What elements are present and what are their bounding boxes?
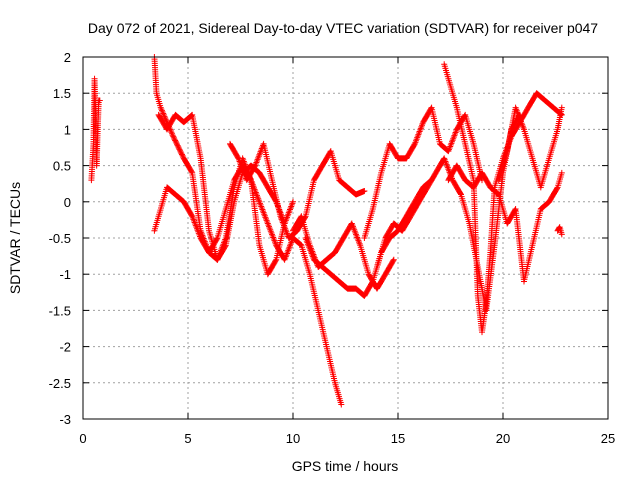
data-point (171, 136, 178, 143)
data-point (177, 147, 184, 154)
x-tick-label: 5 (184, 431, 191, 446)
series-track-g (361, 104, 485, 241)
data-point (161, 113, 168, 120)
data-point (558, 169, 565, 176)
y-tick-label: 0 (64, 195, 71, 210)
data-point (290, 198, 296, 205)
series-track-j (445, 162, 565, 285)
y-tick-label: 1.5 (53, 86, 71, 101)
data-point (234, 154, 241, 161)
y-tick-label: -1 (59, 267, 71, 282)
data-point (297, 241, 304, 248)
data-point (167, 127, 174, 134)
data-point (390, 256, 397, 263)
data-point (172, 137, 179, 144)
data-point (188, 168, 195, 175)
data-point (172, 138, 179, 145)
y-tick-label: -1.5 (49, 303, 71, 318)
series-track-l (554, 224, 565, 238)
y-axis-label: SDTVAR / TECUs (7, 182, 23, 294)
data-point (461, 112, 468, 119)
y-tick-label: 2 (64, 50, 71, 65)
data-point (160, 111, 167, 118)
data-point (175, 145, 182, 152)
series-track-h (374, 111, 523, 314)
y-tick-label: 0.5 (53, 159, 71, 174)
x-tick-label: 10 (286, 431, 300, 446)
data-point (174, 141, 181, 148)
data-point (176, 146, 183, 153)
data-point (170, 134, 177, 141)
data-point (272, 257, 279, 264)
data-point (327, 149, 334, 156)
x-tick-label: 0 (79, 431, 86, 446)
data-point (495, 191, 502, 198)
series-track-early (88, 75, 103, 184)
axis-ticks (82, 56, 609, 420)
data-point (213, 236, 220, 243)
data-point (175, 143, 182, 150)
y-tick-label: -2.5 (49, 376, 71, 391)
y-tick-label: -2 (59, 340, 71, 355)
x-axis-label: GPS time / hours (292, 458, 399, 474)
data-points (88, 54, 565, 408)
data-point (96, 97, 103, 104)
data-point (158, 107, 165, 114)
data-point (428, 105, 434, 112)
data-point (251, 163, 258, 170)
data-point (554, 185, 560, 192)
data-point (457, 190, 464, 197)
data-point (297, 241, 304, 248)
chart-title: Day 072 of 2021, Sidereal Day-to-day VTE… (88, 20, 598, 36)
data-point (157, 104, 164, 111)
y-tick-label: -3 (59, 412, 71, 427)
data-point (160, 110, 167, 117)
data-point (558, 231, 565, 238)
data-point (178, 151, 185, 158)
data-point (361, 187, 368, 194)
series-track-k (495, 104, 565, 191)
series-track-a (151, 54, 345, 408)
x-tick-label: 25 (601, 431, 615, 446)
data-point (369, 279, 376, 286)
data-point (558, 104, 565, 111)
data-point (168, 129, 175, 136)
y-tick-label: -0.5 (49, 231, 71, 246)
data-point (173, 140, 180, 147)
y-tick-labels: -3 -2.5 -2 -1.5 -1 -0.5 0 0.5 1 1.5 2 (49, 50, 71, 427)
data-point (512, 207, 518, 214)
x-tick-labels: 0 5 10 15 20 25 (79, 431, 615, 446)
data-point (411, 141, 418, 148)
data-point (188, 212, 195, 219)
data-point (174, 142, 181, 149)
data-point (178, 150, 185, 157)
data-point (179, 152, 186, 159)
data-point (338, 401, 345, 408)
data-point (169, 130, 176, 137)
data-point (297, 214, 304, 221)
data-point (169, 132, 176, 139)
data-point (177, 148, 184, 155)
data-point (494, 190, 501, 197)
data-point (159, 109, 166, 116)
data-point (390, 257, 397, 264)
data-point (158, 106, 165, 113)
y-tick-label: 1 (64, 122, 71, 137)
data-point (170, 133, 177, 140)
x-tick-label: 15 (391, 431, 405, 446)
series-track-c (155, 111, 296, 278)
grid (83, 57, 608, 419)
x-tick-label: 20 (496, 431, 510, 446)
